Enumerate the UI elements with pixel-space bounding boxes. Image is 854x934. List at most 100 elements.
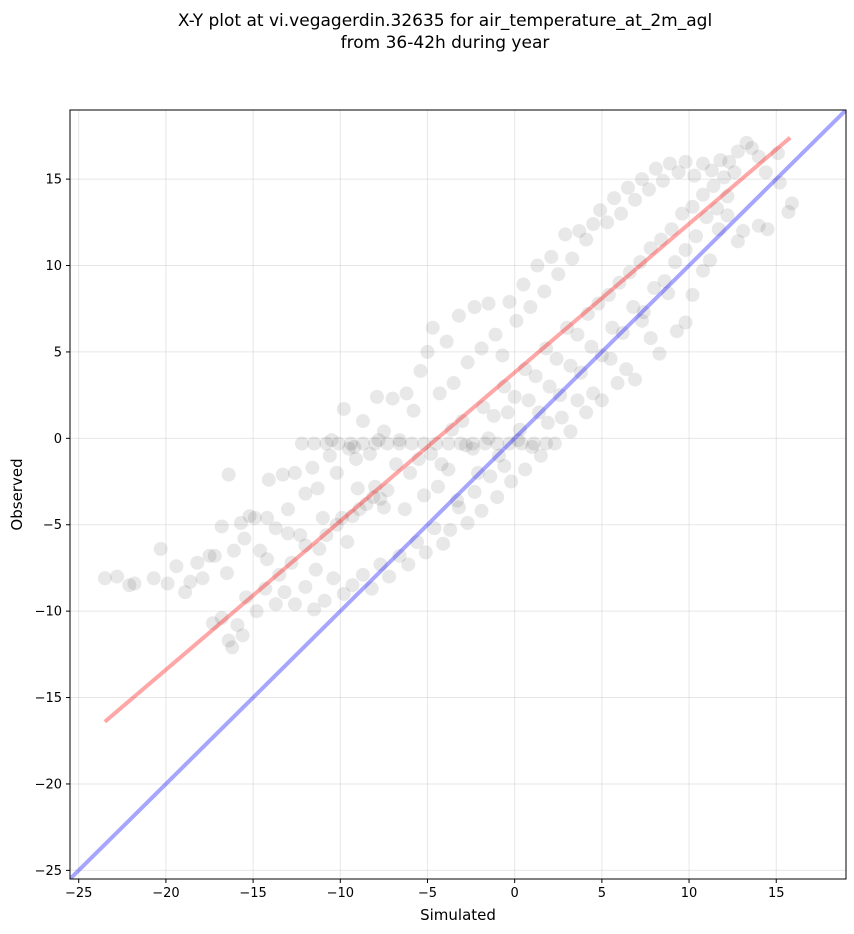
scatter-point [335,510,350,525]
y-tick-label: 5 [54,345,62,360]
y-tick-label: −10 [35,605,62,620]
scatter-point [476,400,491,415]
scatter-point [563,424,578,439]
scatter-point [713,153,728,168]
scatter-point [432,386,447,401]
y-tick-label: −25 [35,864,62,879]
scatter-point [411,452,426,467]
scatter-point [668,255,683,270]
scatter-point [237,531,252,546]
scatter-point [504,474,519,489]
x-tick-label: −15 [239,886,266,901]
scatter-point [627,372,642,387]
scatter-point [392,548,407,563]
scatter-point [146,571,161,586]
scatter-point [565,251,580,266]
scatter-point [336,586,351,601]
scatter-point [579,232,594,247]
scatter-point [275,467,290,482]
scatter-point [376,424,391,439]
scatter-point [326,571,341,586]
scatter-point [657,274,672,289]
scatter-point [298,579,313,594]
scatter-point [671,165,686,180]
scatter-point [685,199,700,214]
scatter-point [97,571,112,586]
scatter-point [781,204,796,219]
scatter-point [634,313,649,328]
scatter-point [347,439,362,454]
scatter-point [533,448,548,463]
scatter-point [537,284,552,299]
scatter-point [178,585,193,600]
y-tick-label: −20 [35,777,62,792]
scatter-point [622,265,637,280]
scatter-point [355,567,370,582]
scatter-point [205,616,220,631]
scatter-point [348,452,363,467]
scatter-point [397,502,412,517]
scatter-point [488,327,503,342]
scatter-point [305,460,320,475]
scatter-point [169,559,184,574]
scatter-point [340,535,355,550]
scatter-point [612,275,627,290]
scatter-point [481,431,496,446]
scatter-point [369,389,384,404]
scatter-point [696,156,711,171]
scatter-point [441,436,456,451]
scatter-point [373,557,388,572]
scatter-point [355,414,370,429]
scatter-point [542,379,557,394]
scatter-point [439,334,454,349]
scatter-point [544,249,559,264]
scatter-point [507,389,522,404]
scatter-point [233,516,248,531]
scatter-point [258,581,273,596]
scatter-point [495,348,510,363]
scatter-point [706,179,721,194]
scatter-point [235,628,250,643]
scatter-point [392,436,407,451]
scatter-point [678,315,693,330]
scatter-point [570,327,585,342]
scatter-point [593,203,608,218]
scatter-point [260,552,275,567]
scatter-point [247,510,262,525]
scatter-points [97,135,799,655]
scatter-point [626,300,641,315]
scatter-point [382,569,397,584]
scatter-point [675,206,690,221]
scatter-point [739,135,754,150]
scatter-point [336,401,351,416]
scatter-point [720,208,735,223]
scatter-point [195,571,210,586]
scatter-point [322,448,337,463]
scatter-point [720,189,735,204]
scatter-point [528,369,543,384]
plot-frame [69,109,847,880]
scatter-point [366,490,381,505]
y-tick-label: 0 [54,432,62,447]
scatter-point [420,344,435,359]
scatter-point [385,391,400,406]
scatter-point [268,521,283,536]
scatter-point [284,555,299,570]
scatter-point [443,522,458,537]
scatter-point [308,562,323,577]
scatter-point [633,255,648,270]
scatter-point [500,405,515,420]
chart-title: X-Y plot at vi.vegagerdin.32635 for air_… [0,10,854,54]
x-axis-ticks: −25 −20 −15 −10 −5 0 5 10 15 [65,879,785,901]
scatter-point [410,535,425,550]
scatter-point [518,362,533,377]
scatter-point [573,365,588,380]
scatter-point [214,611,229,626]
scatter-point [654,232,669,247]
scatter-point [446,376,461,391]
scatter-point [298,538,313,553]
scatter-point [751,149,766,164]
x-tick-label: −5 [418,886,437,901]
scatter-point [319,528,334,543]
scatter-point [554,410,569,425]
